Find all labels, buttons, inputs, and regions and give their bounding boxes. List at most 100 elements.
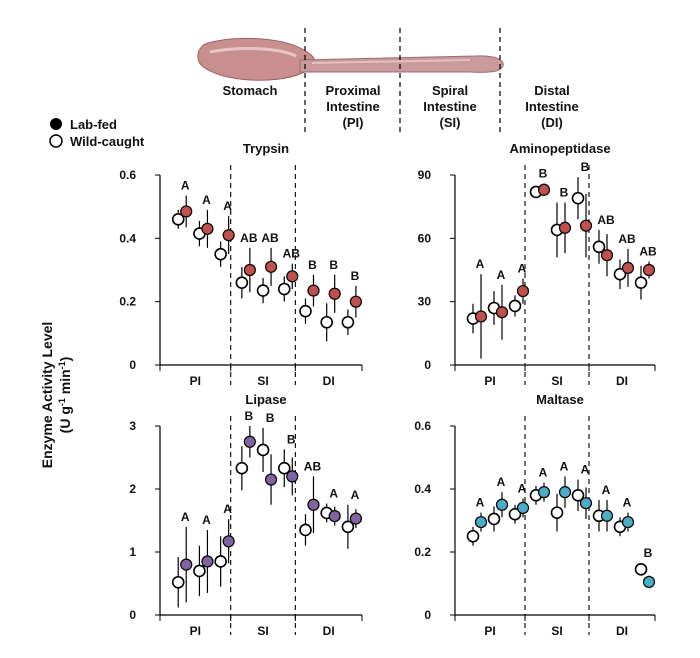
significance-letter: A [202, 193, 211, 207]
point-lab-fed [222, 229, 235, 242]
significance-letter: AB [261, 231, 279, 245]
point-lab-fed [328, 509, 341, 523]
significance-letter: A [351, 488, 360, 502]
significance-letter: A [497, 268, 506, 282]
x-group-label: SI [551, 624, 562, 638]
point-wild-caught [320, 315, 333, 329]
point-wild-caught [171, 213, 185, 226]
point-lab-fed [328, 287, 341, 300]
point-wild-caught [235, 276, 249, 289]
significance-letter: A [623, 496, 632, 510]
significance-letter: A [518, 261, 527, 275]
significance-letter: B [308, 258, 317, 272]
y-tick-label: 0.6 [414, 419, 431, 433]
x-group-label: DI [323, 374, 335, 388]
point-wild-caught [487, 512, 501, 526]
significance-letter: A [476, 257, 485, 271]
region-label-stomach: Stomach [223, 83, 278, 98]
y-tick-label: 2 [129, 482, 136, 496]
point-lab-fed [222, 535, 235, 548]
point-wild-caught [214, 247, 227, 261]
region-label-si-2: Intestine [423, 99, 476, 114]
x-group-label: DI [616, 374, 628, 388]
y-tick-label: 0.2 [119, 295, 136, 309]
point-lab-fed [642, 263, 656, 277]
significance-letter: A [539, 466, 548, 480]
y-axis-label-part: min [57, 369, 73, 398]
significance-letter: B [560, 185, 569, 199]
point-wild-caught [256, 443, 270, 457]
y-tick-label: 3 [129, 419, 136, 433]
point-lab-fed [180, 205, 193, 218]
chart-title: Lipase [245, 392, 286, 407]
chart-title: Maltase [536, 392, 584, 407]
significance-letter: AB [283, 247, 301, 261]
significance-letter: A [181, 510, 190, 524]
legend-marker-wild-caught [49, 134, 63, 148]
significance-letter: A [560, 459, 569, 473]
point-wild-caught [634, 563, 648, 576]
legend: Lab-fed Wild-caught [49, 117, 145, 149]
point-wild-caught [466, 529, 480, 543]
point-lab-fed [201, 555, 214, 568]
y-tick-label: 0.6 [119, 168, 136, 182]
point-wild-caught [592, 240, 606, 254]
intestine-illustration [197, 37, 504, 81]
point-wild-caught [613, 267, 627, 281]
legend-marker-lab-fed [50, 118, 62, 130]
point-lab-fed [600, 249, 614, 262]
y-tick-label: 0.4 [414, 482, 431, 496]
significance-letter: B [351, 269, 360, 283]
point-wild-caught [341, 520, 355, 534]
point-lab-fed [495, 498, 509, 511]
y-tick-label: 0 [424, 608, 431, 622]
significance-letter: AB [639, 245, 657, 259]
significance-letter: A [223, 199, 232, 213]
point-wild-caught [299, 304, 312, 318]
x-group-label: PI [190, 624, 201, 638]
point-lab-fed [558, 221, 572, 234]
significance-letter: A [202, 513, 211, 527]
significance-letter: AB [618, 232, 636, 246]
significance-letter: AB [240, 231, 258, 245]
y-axis-label-line1: Enzyme Activity Level [39, 322, 55, 469]
y-tick-label: 0 [129, 608, 136, 622]
point-wild-caught [571, 488, 585, 502]
x-group-label: DI [323, 624, 335, 638]
point-lab-fed [264, 473, 278, 486]
significance-letter: A [329, 486, 338, 500]
region-label-pi-1: Proximal [326, 83, 381, 98]
y-axis-label-exp: -1 [57, 398, 67, 406]
point-lab-fed [537, 486, 551, 499]
point-lab-fed [286, 470, 299, 483]
region-label-si-1: Spiral [432, 83, 468, 98]
point-wild-caught [256, 284, 270, 297]
point-wild-caught [550, 506, 564, 519]
x-group-label: SI [257, 374, 268, 388]
point-wild-caught [235, 461, 249, 475]
y-tick-label: 30 [418, 295, 432, 309]
point-wild-caught [277, 282, 291, 296]
point-lab-fed [264, 260, 278, 273]
region-label-pi-3: (PI) [343, 115, 364, 130]
significance-letter: B [266, 411, 275, 425]
point-lab-fed [180, 558, 193, 571]
significance-letter: A [518, 481, 527, 495]
y-tick-label: 0 [129, 358, 136, 372]
point-lab-fed [579, 497, 593, 510]
x-group-label: PI [190, 374, 201, 388]
significance-letter: B [539, 166, 548, 180]
point-lab-fed [621, 515, 635, 529]
x-group-label: PI [484, 624, 495, 638]
region-label-pi-2: Intestine [326, 99, 379, 114]
point-lab-fed [516, 285, 530, 298]
x-group-label: DI [616, 624, 628, 638]
significance-letter: A [223, 502, 232, 516]
x-group-label: SI [551, 374, 562, 388]
significance-letter: A [476, 496, 485, 510]
y-tick-label: 60 [418, 231, 432, 245]
y-tick-label: 0.4 [119, 231, 136, 245]
